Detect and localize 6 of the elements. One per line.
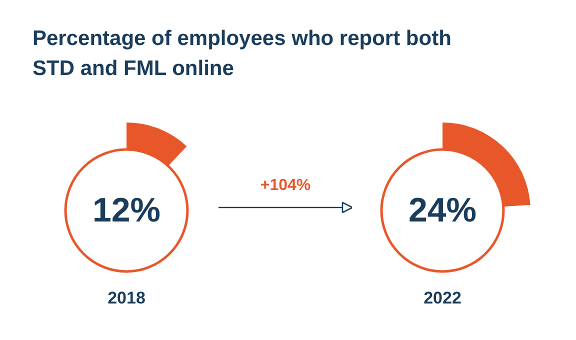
text: 2022 — [424, 288, 462, 308]
text: 12% — [92, 192, 161, 230]
text: +104% — [260, 177, 311, 194]
text: 2018 — [108, 288, 146, 308]
text: 24% — [408, 192, 477, 230]
text: Percentage of employees who report both STD and FML online — [32, 27, 452, 80]
